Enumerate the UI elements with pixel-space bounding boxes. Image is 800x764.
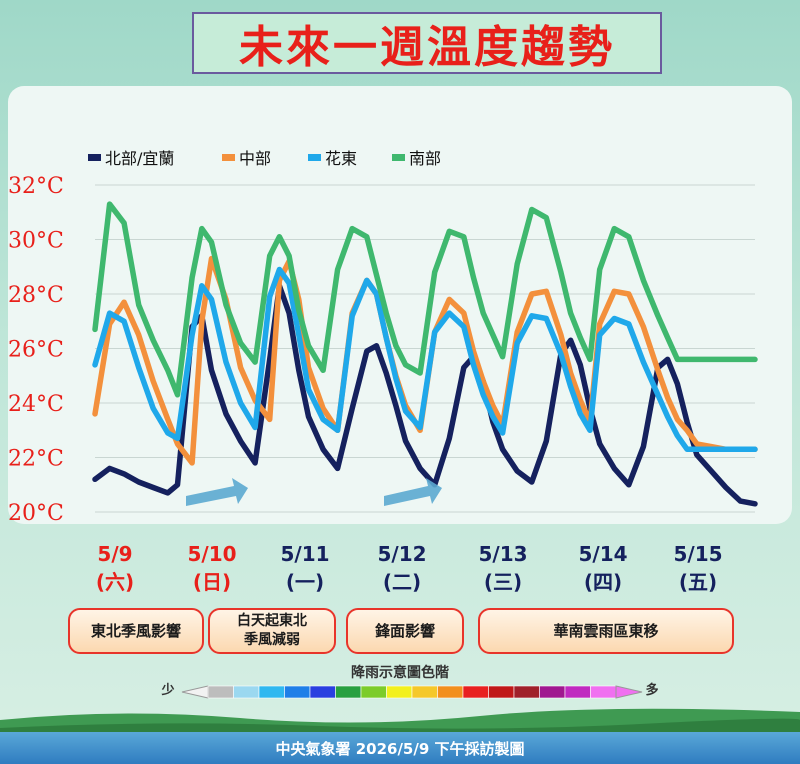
rain-scale-cell (360, 685, 387, 699)
day-date: 5/12 (377, 542, 427, 566)
rain-scale-cell (233, 685, 260, 699)
rain-scale-cell (513, 685, 540, 699)
day-date: 5/15 (673, 542, 723, 566)
day-weekday: (三) (483, 570, 523, 594)
trend-arrow (186, 478, 248, 506)
event-south-china-clouds: 華南雲雨區東移 (478, 608, 734, 654)
title-box: 未來一週溫度趨勢 (192, 12, 662, 74)
day-date: 5/9 (97, 542, 133, 566)
day-label: 5/9 (六) (80, 540, 150, 596)
y-tick-label: 26°C (8, 338, 64, 363)
legend-swatch (88, 154, 101, 161)
y-axis-ticks: 20°C 22°C 24°C 26°C 28°C 30°C 32°C (8, 174, 64, 526)
rain-scale-cell (335, 685, 362, 699)
event-label: 東北季風影響 (90, 621, 181, 640)
rain-scale-high-label: 多 (645, 682, 658, 698)
temperature-line-chart: 20°C 22°C 24°C 26°C 28°C 30°C 32°C 北部/宜蘭 中部 花東 南部 (8, 149, 758, 526)
event-front: 鋒面影響 (346, 608, 464, 654)
day-weekday: (一) (285, 570, 325, 594)
event-northeast-monsoon: 東北季風影響 (68, 608, 204, 654)
rain-scale-cell (539, 685, 566, 699)
y-tick-label: 32°C (8, 174, 64, 199)
chart-title: 未來一週溫度趨勢 (239, 22, 615, 73)
y-tick-label: 22°C (8, 447, 64, 472)
day-date: 5/10 (187, 542, 237, 566)
rain-scale-cell (462, 685, 489, 699)
day-date: 5/11 (280, 542, 330, 566)
footer: 中央氣象署 2026/5/9 下午採訪製圖 (0, 732, 800, 764)
legend-label: 南部 (409, 149, 441, 168)
day-weekday: (四) (583, 570, 623, 594)
y-tick-label: 24°C (8, 392, 64, 417)
rain-scale-right-tip (615, 685, 643, 699)
series-line-3 (92, 201, 758, 398)
day-label: 5/12 (二) (367, 540, 437, 596)
day-weekday: (日) (192, 570, 232, 594)
legend-swatch (392, 154, 405, 161)
rain-scale-cells (181, 685, 643, 699)
legend-label: 北部/宜蘭 (105, 149, 174, 168)
y-tick-label: 30°C (8, 229, 64, 254)
series-line-1 (92, 255, 758, 466)
day-label: 5/13 (三) (468, 540, 538, 596)
day-label: 5/11 (一) (270, 540, 340, 596)
rain-scale-cell (284, 685, 311, 699)
legend-item: 南部 (392, 149, 441, 168)
rain-scale-cell (309, 685, 336, 699)
rain-scale-cell (488, 685, 515, 699)
day-label: 5/15 (五) (663, 540, 733, 596)
day-weekday: (二) (382, 570, 422, 594)
series-lines (92, 201, 758, 507)
rain-scale-cell (386, 685, 413, 699)
legend-swatch (308, 154, 321, 161)
legend-label: 花東 (325, 149, 357, 168)
rain-scale-cell (590, 685, 617, 699)
y-tick-label: 20°C (8, 501, 64, 526)
rain-scale-low-label: 少 (160, 682, 174, 698)
legend-label: 中部 (239, 149, 271, 168)
rain-scale-cell (411, 685, 438, 699)
rain-scale-title: 降雨示意圖色階 (351, 665, 449, 681)
series-line-0 (92, 283, 758, 507)
event-label: 華南雲雨區東移 (553, 621, 659, 640)
day-weekday: (五) (678, 570, 718, 594)
day-weekday: (六) (95, 570, 135, 594)
event-label: 白天起東北 季風減弱 (237, 613, 307, 648)
rain-scale-cell (437, 685, 464, 699)
legend: 北部/宜蘭 中部 花東 南部 (88, 149, 441, 168)
event-label: 鋒面影響 (374, 621, 435, 640)
rain-scale-bar: 少 多 (160, 682, 659, 699)
rain-scale-cell (258, 685, 285, 699)
trend-arrow (384, 478, 442, 506)
day-labels: 5/9 (六) 5/10 (日) 5/11 (一) 5/12 (二) 5/13 (三) 5/14 (四… (0, 540, 800, 610)
day-date: 5/14 (578, 542, 628, 566)
footer-credit: 中央氣象署 2026/5/9 下午採訪製圖 (275, 740, 525, 758)
legend-swatch (222, 154, 235, 161)
day-date: 5/13 (478, 542, 528, 566)
legend-item: 花東 (308, 149, 357, 168)
y-tick-label: 28°C (8, 283, 64, 308)
day-label: 5/14 (四) (568, 540, 638, 596)
legend-item: 北部/宜蘭 (88, 149, 174, 168)
rain-scale-cell (207, 685, 234, 699)
rain-scale-left-tip (181, 685, 209, 699)
rain-scale-cell (564, 685, 591, 699)
legend-item: 中部 (222, 149, 271, 168)
event-monsoon-weakening: 白天起東北 季風減弱 (208, 608, 336, 654)
trend-arrows (186, 478, 442, 506)
day-label: 5/10 (日) (177, 540, 247, 596)
series-line-2 (92, 266, 758, 453)
